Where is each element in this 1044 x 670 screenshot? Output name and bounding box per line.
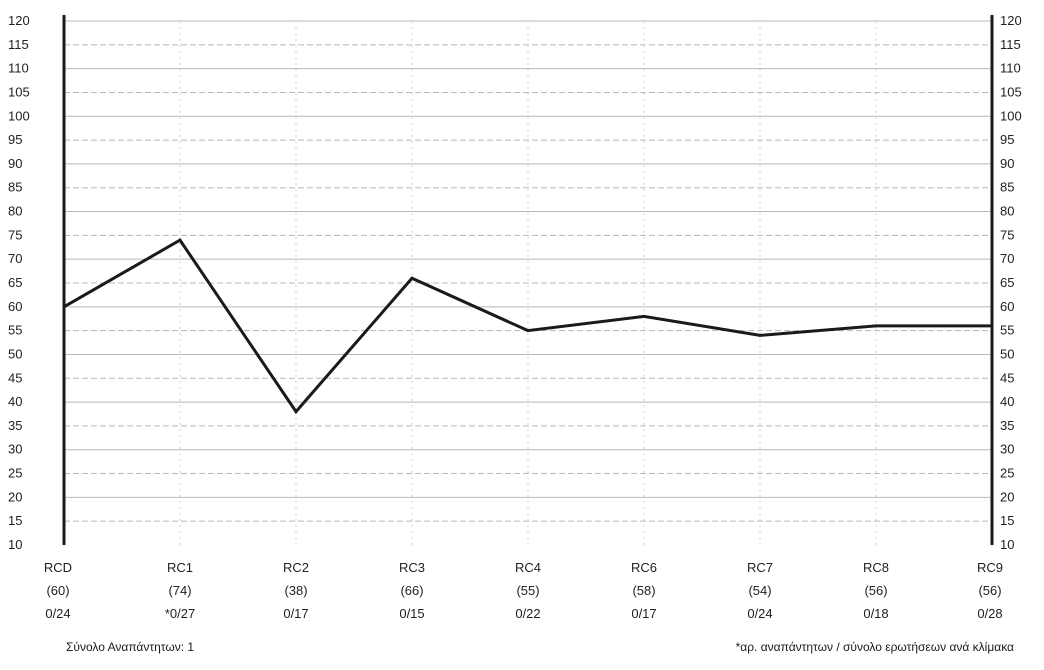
y-tick-right-35: 35 [1000, 418, 1014, 433]
y-tick-left-60: 60 [8, 299, 22, 314]
y-tick-left-90: 90 [8, 156, 22, 171]
series-line-0 [63, 238, 992, 415]
y-tick-left-30: 30 [8, 442, 22, 457]
category-label-RC7: RC7 [747, 560, 773, 575]
y-tick-left-75: 75 [8, 227, 22, 242]
y-tick-right-85: 85 [1000, 180, 1014, 195]
unanswered-label-RC6: 0/17 [631, 606, 656, 621]
category-label-RC4: RC4 [515, 560, 541, 575]
y-tick-left-115: 115 [8, 37, 29, 52]
category-label-RC9: RC9 [977, 560, 1003, 575]
total-unanswered-note: Σύνολο Αναπάντητων: 1 [66, 640, 195, 654]
score-label-RC6: (58) [632, 583, 655, 598]
y-tick-left-15: 15 [8, 513, 22, 528]
y-tick-right-60: 60 [1000, 299, 1014, 314]
y-tick-left-85: 85 [8, 180, 22, 195]
unanswered-label-RC3: 0/15 [399, 606, 424, 621]
y-tick-right-65: 65 [1000, 275, 1014, 290]
y-tick-left-70: 70 [8, 251, 22, 266]
unanswered-label-RC8: 0/18 [863, 606, 888, 621]
data-point-RC8 [874, 324, 878, 328]
legend-footnote: *αρ. αναπάντητων / σύνολο ερωτήσεων ανά … [735, 640, 1014, 654]
data-point-RC2 [294, 410, 298, 414]
unanswered-label-RC9: 0/28 [977, 606, 1002, 621]
grid-layer [64, 20, 992, 545]
data-point-RC9 [990, 324, 994, 328]
y-tick-right-40: 40 [1000, 394, 1014, 409]
unanswered-label-RC7: 0/24 [747, 606, 772, 621]
y-tick-right-55: 55 [1000, 323, 1014, 338]
y-tick-right-45: 45 [1000, 370, 1014, 385]
category-labels: RCD (60) 0/24 RC1 (74) *0/27 RC2 (38) 0/17 RC3 (66… [44, 560, 1003, 621]
score-label-RC1: (74) [168, 583, 191, 598]
unanswered-label-RC2: 0/17 [283, 606, 308, 621]
category-label-RC1: RC1 [167, 560, 193, 575]
data-point-RC3 [410, 276, 414, 280]
y-tick-right-95: 95 [1000, 132, 1014, 147]
category-label-RC2: RC2 [283, 560, 309, 575]
y-tick-right-105: 105 [1000, 84, 1022, 99]
y-tick-right-110: 110 [1000, 61, 1021, 76]
data-point-RC7 [758, 333, 762, 337]
y-tick-left-55: 55 [8, 323, 22, 338]
y-tick-right-70: 70 [1000, 251, 1014, 266]
unanswered-label-RC1: *0/27 [165, 606, 195, 621]
y-tick-left-20: 20 [8, 489, 22, 504]
y-tick-left-35: 35 [8, 418, 22, 433]
tick-labels: 10 10 15 15 20 20 25 25 30 30 35 35 40 40 45 45 50 50 55 55… [8, 13, 1022, 552]
y-tick-left-25: 25 [8, 466, 22, 481]
y-tick-left-80: 80 [8, 204, 22, 219]
y-tick-left-95: 95 [8, 132, 22, 147]
axis-layer [62, 15, 994, 545]
score-label-RC2: (38) [284, 583, 307, 598]
y-tick-right-20: 20 [1000, 489, 1014, 504]
y-tick-right-80: 80 [1000, 204, 1014, 219]
y-tick-right-25: 25 [1000, 466, 1014, 481]
y-tick-left-110: 110 [8, 61, 29, 76]
y-tick-right-115: 115 [1000, 37, 1021, 52]
category-label-RC3: RC3 [399, 560, 425, 575]
y-tick-right-10: 10 [1000, 537, 1014, 552]
y-tick-left-10: 10 [8, 537, 22, 552]
score-label-RCD: (60) [46, 583, 69, 598]
score-label-RC3: (66) [400, 583, 423, 598]
y-tick-right-30: 30 [1000, 442, 1014, 457]
category-label-RC8: RC8 [863, 560, 889, 575]
score-label-RC4: (55) [516, 583, 539, 598]
data-point-RC1 [178, 238, 182, 242]
y-tick-left-50: 50 [8, 346, 22, 361]
data-point-RC4 [526, 329, 530, 333]
score-label-RC7: (54) [748, 583, 771, 598]
y-tick-right-100: 100 [1000, 108, 1022, 123]
y-tick-left-45: 45 [8, 370, 22, 385]
y-tick-left-65: 65 [8, 275, 22, 290]
y-tick-right-50: 50 [1000, 346, 1014, 361]
data-point-RCD [62, 305, 66, 309]
category-label-RCD: RCD [44, 560, 72, 575]
unanswered-label-RC4: 0/22 [515, 606, 540, 621]
y-tick-right-120: 120 [1000, 13, 1022, 28]
score-label-RC9: (56) [978, 583, 1001, 598]
y-tick-left-40: 40 [8, 394, 22, 409]
score-label-RC8: (56) [864, 583, 887, 598]
y-tick-right-90: 90 [1000, 156, 1014, 171]
y-tick-left-105: 105 [8, 84, 30, 99]
y-tick-left-100: 100 [8, 108, 30, 123]
y-tick-right-75: 75 [1000, 227, 1014, 242]
category-label-RC6: RC6 [631, 560, 657, 575]
y-tick-right-15: 15 [1000, 513, 1014, 528]
data-point-RC6 [642, 314, 646, 318]
series-line-layer [62, 238, 994, 415]
y-tick-left-120: 120 [8, 13, 30, 28]
unanswered-label-RCD: 0/24 [45, 606, 70, 621]
